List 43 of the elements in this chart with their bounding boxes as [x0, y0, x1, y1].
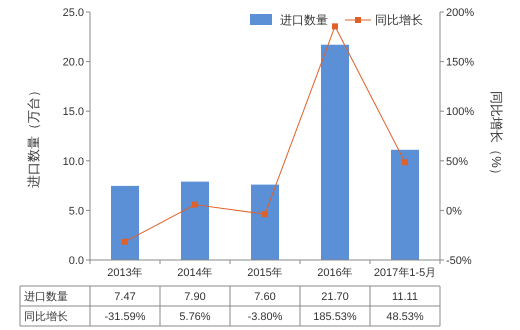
y-tick-label: 5.0 [68, 205, 84, 218]
text: 同比增长 [24, 311, 68, 323]
x-tick-label: 2016年 [317, 267, 353, 279]
data-label: 11.11 [392, 291, 418, 303]
data-label: 48.53% [386, 311, 424, 323]
y-tick-label: 20.0 [62, 56, 84, 69]
legend-label: 进口数量 [280, 13, 328, 27]
y-axis-title: 进口数量（万台） [26, 84, 41, 188]
y2-tick-label: -50% [446, 255, 472, 267]
data-label: 5.76% [179, 311, 211, 323]
x-tick-label: 2015年 [247, 267, 283, 279]
bar [391, 150, 419, 260]
bar [111, 186, 139, 260]
point [402, 159, 408, 166]
y2-tick-label: 50% [446, 156, 468, 168]
legend-label: 同比增长 [375, 13, 423, 27]
point [122, 238, 128, 245]
y2-axis-title: 同比增长（%） [489, 91, 504, 181]
y-tick-label: 15.0 [62, 106, 84, 118]
data-label: 21.70 [321, 291, 349, 303]
data-label: -31.59% [104, 311, 146, 323]
data-label: -3.80% [248, 311, 283, 323]
point [192, 202, 198, 208]
text: 进口数量 [24, 291, 68, 303]
y2-tick-label: 150% [446, 56, 474, 69]
x-tick-label: 2014年 [177, 267, 213, 279]
bar [251, 184, 279, 260]
x-tick-label: 2013年 [107, 267, 143, 279]
data-label: 185.53% [313, 311, 357, 323]
data-label: 7.90 [184, 291, 206, 303]
x-tick-label: 2017年1-5月 [374, 267, 436, 279]
point [332, 23, 338, 30]
y2-tick-label: 200% [446, 7, 474, 19]
data-label: 7.47 [114, 291, 136, 303]
y2-tick-label: 100% [446, 106, 474, 118]
y-tick-label: 10.0 [62, 156, 84, 168]
y-tick-label: 25.0 [62, 7, 84, 19]
data-label: 7.60 [254, 291, 276, 303]
point [262, 211, 268, 218]
bar [181, 182, 209, 260]
bar [321, 44, 349, 260]
y2-tick-label: 0% [446, 205, 462, 218]
y-tick-label: 0.0 [68, 255, 84, 267]
